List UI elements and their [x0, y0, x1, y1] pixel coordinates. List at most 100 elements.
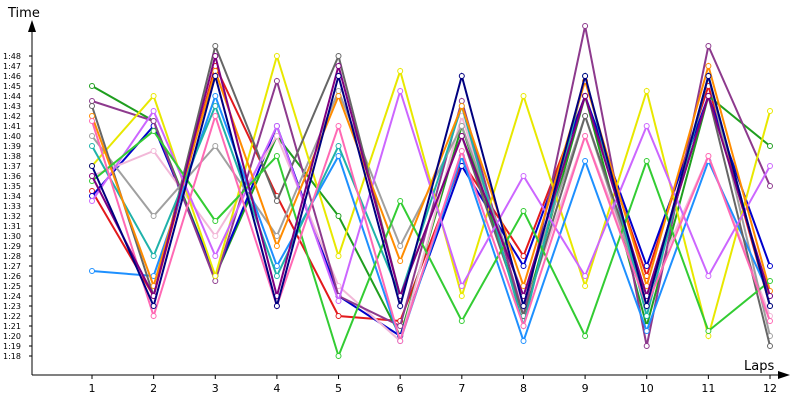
- data-point: [273, 123, 280, 129]
- y-tick-label: 1:35: [3, 182, 21, 191]
- data-point: [582, 273, 589, 279]
- data-point: [212, 143, 219, 149]
- x-tick-label: 9: [582, 382, 589, 395]
- data-point: [89, 173, 95, 179]
- data-point: [150, 303, 157, 309]
- data-point: [150, 253, 157, 259]
- series-line: [91, 72, 771, 330]
- data-point: [458, 133, 465, 139]
- y-tick-label: 1:28: [3, 252, 21, 261]
- data-point: [767, 343, 773, 349]
- data-point: [335, 143, 342, 149]
- x-tick-label: 7: [458, 382, 465, 395]
- data-point: [397, 88, 404, 94]
- data-point: [150, 128, 157, 134]
- x-tick-label: 11: [701, 382, 715, 395]
- data-point: [520, 323, 527, 329]
- data-point: [397, 323, 404, 329]
- data-point: [397, 198, 404, 204]
- y-tick-label: 1:22: [3, 312, 21, 321]
- x-tick-label: 4: [273, 382, 280, 395]
- data-point: [89, 98, 95, 104]
- data-point: [767, 263, 773, 269]
- data-point: [458, 283, 465, 289]
- data-point: [212, 93, 219, 99]
- x-axis-arrow-icon: [778, 371, 790, 379]
- data-point: [150, 313, 157, 319]
- data-point: [397, 303, 404, 309]
- data-point: [458, 148, 465, 154]
- data-point: [705, 273, 712, 279]
- data-point: [582, 23, 589, 29]
- data-point: [335, 353, 342, 359]
- data-point: [458, 98, 465, 104]
- data-point: [273, 153, 280, 159]
- data-point: [150, 148, 157, 154]
- x-tick-label: 3: [212, 382, 219, 395]
- y-tick-label: 1:31: [3, 222, 21, 231]
- data-point: [212, 233, 219, 239]
- y-axis-arrow-icon: [28, 20, 36, 32]
- series-16: [89, 72, 773, 310]
- data-point: [520, 208, 527, 214]
- y-tick-label: 1:38: [3, 152, 21, 161]
- y-tick-label: 1:30: [3, 232, 21, 241]
- y-tick-label: 1:40: [3, 132, 21, 141]
- data-point: [397, 338, 404, 344]
- data-point: [150, 108, 157, 114]
- data-point: [458, 73, 465, 79]
- data-point: [89, 143, 95, 149]
- data-point: [520, 173, 527, 179]
- data-point: [520, 338, 527, 344]
- x-tick-label: 10: [640, 382, 654, 395]
- y-tick-label: 1:23: [3, 302, 21, 311]
- y-tick-label: 1:39: [3, 142, 21, 151]
- data-point: [335, 93, 342, 99]
- data-point: [458, 318, 465, 324]
- data-point: [89, 103, 95, 109]
- data-point: [582, 283, 589, 289]
- plot-area: [89, 23, 773, 360]
- data-point: [767, 183, 773, 189]
- data-point: [705, 153, 712, 159]
- y-tick-label: 1:32: [3, 212, 21, 221]
- y-tick-label: 1:42: [3, 112, 21, 121]
- series-line: [91, 112, 771, 345]
- y-tick-label: 1:37: [3, 162, 21, 171]
- x-tick-label: 5: [335, 382, 342, 395]
- data-point: [335, 73, 342, 79]
- series-line: [91, 42, 771, 347]
- series-12: [89, 62, 773, 294]
- series-line: [91, 129, 771, 360]
- data-point: [767, 318, 773, 324]
- data-point: [643, 328, 650, 334]
- data-point: [582, 93, 589, 99]
- data-point: [582, 113, 589, 119]
- data-point: [150, 118, 157, 124]
- data-point: [582, 333, 589, 339]
- data-point: [212, 53, 219, 59]
- data-point: [520, 253, 527, 259]
- data-point: [397, 68, 404, 74]
- data-point: [582, 133, 589, 139]
- data-point: [273, 303, 280, 309]
- y-tick-label: 1:25: [3, 282, 21, 291]
- data-point: [458, 293, 465, 299]
- data-point: [397, 243, 404, 249]
- x-tick-label: 12: [763, 382, 777, 395]
- data-point: [212, 103, 219, 109]
- data-point: [643, 313, 650, 319]
- y-tick-label: 1:47: [3, 62, 21, 71]
- data-point: [397, 258, 404, 264]
- x-axis-title: Laps: [744, 359, 774, 374]
- y-tick-label: 1:20: [3, 332, 21, 341]
- data-point: [705, 333, 712, 339]
- data-point: [643, 158, 650, 164]
- x-axis: Laps 1 2 3 4 5 6 7 8 9 10 11 12: [32, 359, 790, 395]
- y-tick-label: 1:48: [3, 52, 21, 61]
- data-point: [520, 93, 527, 99]
- series-line: [91, 55, 771, 300]
- x-tick-label: 2: [150, 382, 157, 395]
- y-axis-title: Time: [7, 6, 40, 21]
